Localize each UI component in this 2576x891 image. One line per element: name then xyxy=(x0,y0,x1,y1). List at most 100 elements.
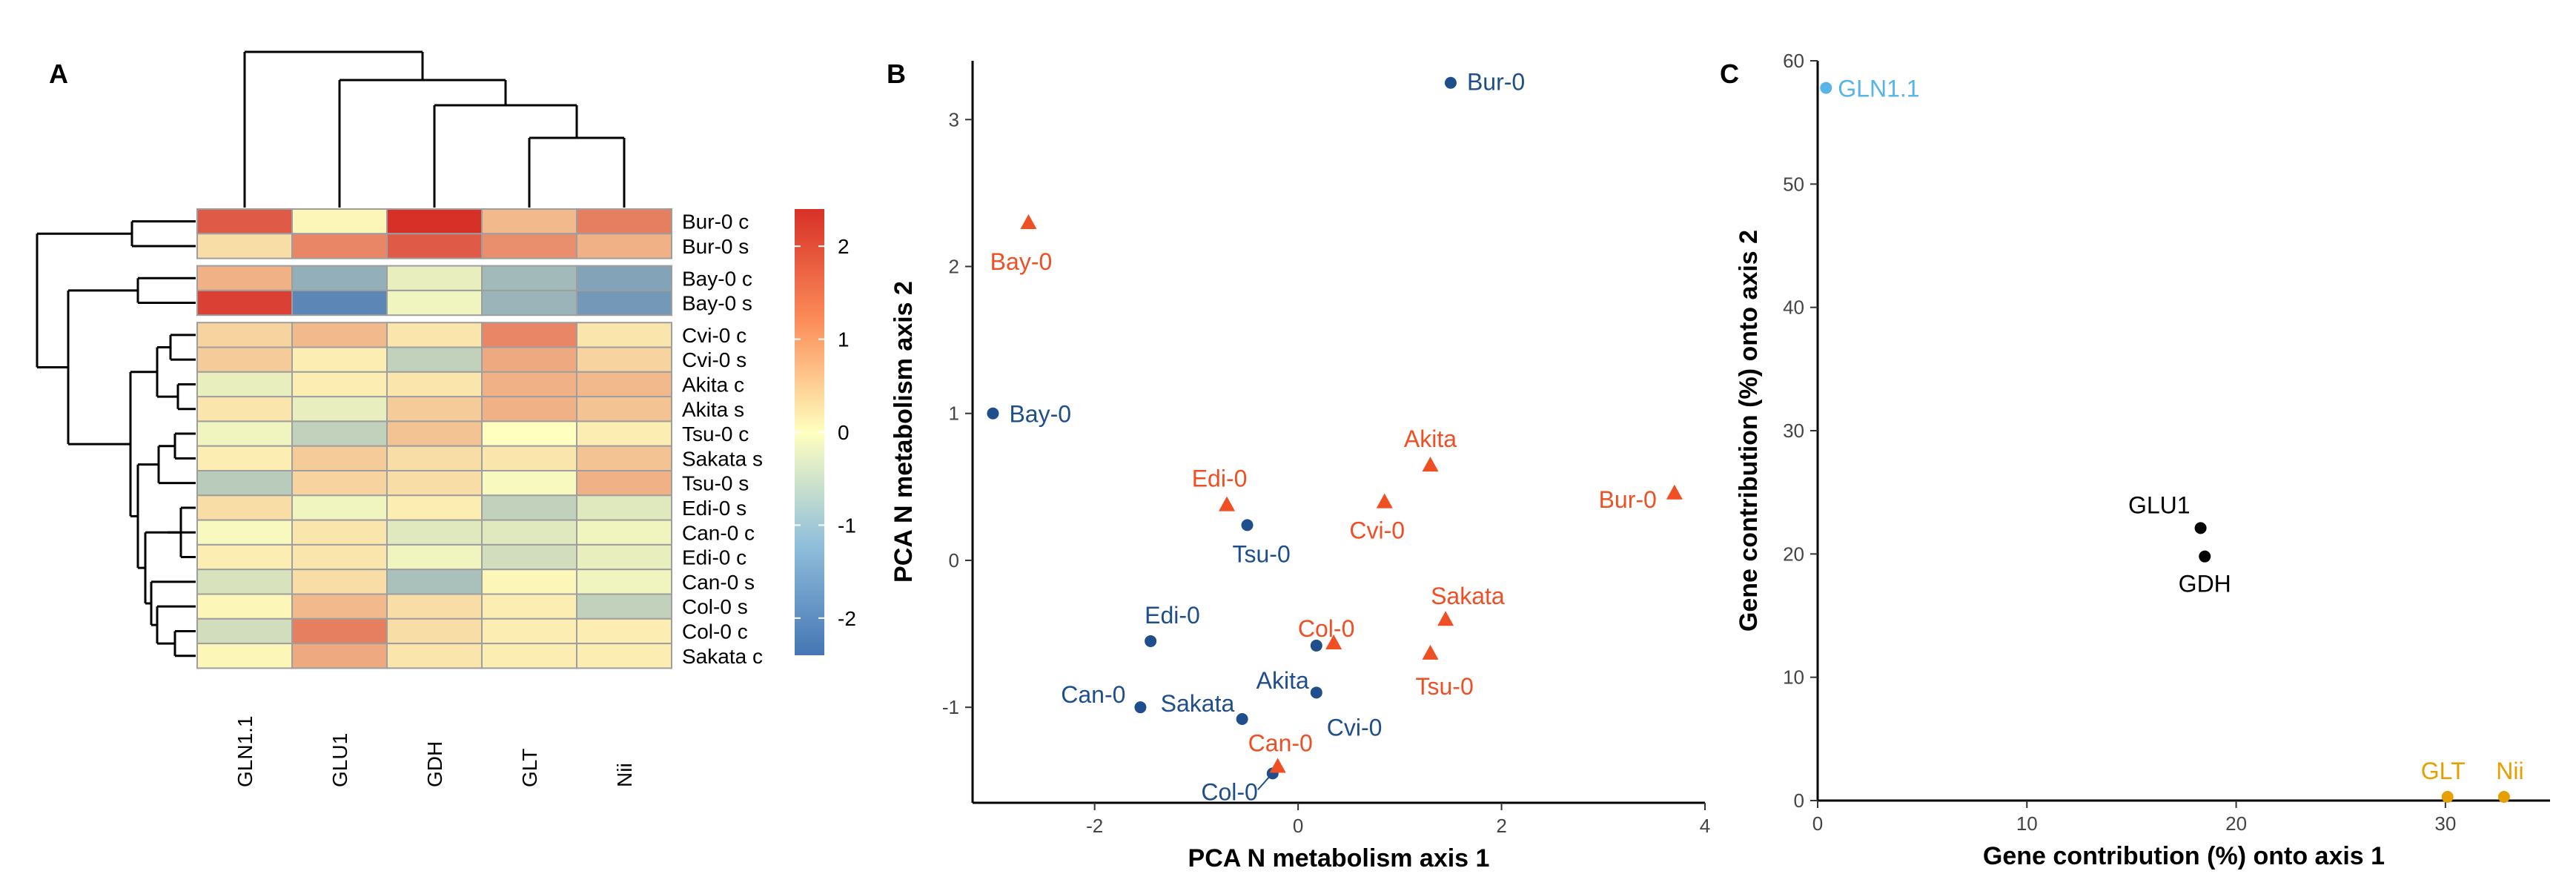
pca-point-circle xyxy=(1236,713,1248,726)
heatmap-cell xyxy=(196,569,293,595)
heatmap-cell xyxy=(576,643,672,669)
contribution-point xyxy=(2199,550,2211,563)
y-tick-label: -1 xyxy=(942,696,959,718)
heatmap-cell xyxy=(196,265,293,291)
gene-contribution-panel: C 0 10 20 30 0 10 20 30 40 50 60 Gene contribution … xyxy=(1720,50,2550,870)
y-tick-label: 30 xyxy=(1783,420,1804,442)
heatmap-cell xyxy=(196,322,293,348)
x-tick-label: 4 xyxy=(1700,815,1710,837)
pca-point-circle xyxy=(1145,635,1157,647)
heatmap-cell xyxy=(196,494,293,521)
heatmap-cell xyxy=(291,322,388,348)
heatmap-cell xyxy=(386,445,483,472)
heatmap-cell xyxy=(481,494,577,521)
heatmap-cell xyxy=(386,346,483,373)
heatmap-cell xyxy=(576,617,672,645)
y-tick-label: 20 xyxy=(1783,543,1804,565)
heatmap-row-label: Bur-0 c xyxy=(682,211,749,233)
heatmap-cell xyxy=(291,208,388,235)
heatmap-row-label: Can-0 s xyxy=(682,571,755,594)
heatmap-cell xyxy=(386,265,483,291)
contribution-point xyxy=(2441,791,2454,804)
heatmap-cell xyxy=(291,643,388,669)
x-tick-label: -2 xyxy=(1086,815,1103,837)
heatmap-cell xyxy=(576,445,672,472)
heatmap-cell xyxy=(196,289,293,317)
heatmap-row-label: Sakata c xyxy=(682,645,763,668)
heatmap-cell xyxy=(481,346,577,373)
pca-point-label: Bay-0 xyxy=(1009,401,1071,428)
heatmap-cell xyxy=(291,445,388,472)
heatmap-cells xyxy=(196,208,672,669)
heatmap-row-label: Edi-0 s xyxy=(682,497,746,520)
heatmap-cell xyxy=(196,233,293,259)
heatmap-cell xyxy=(291,494,388,521)
contribution-point-label: GLU1 xyxy=(2128,491,2191,518)
pca-point-label: Col-0 xyxy=(1298,615,1354,642)
column-dendrogram xyxy=(243,50,626,208)
heatmap-row-label: Cvi-0 s xyxy=(682,348,746,371)
pca-point-label: Bur-0 xyxy=(1599,486,1657,513)
heatmap-cell xyxy=(481,543,577,571)
heatmap-cell xyxy=(386,396,483,423)
heatmap-cell xyxy=(196,617,293,645)
y-axis-label: PCA N metabolism axis 2 xyxy=(890,281,918,583)
heatmap-cell xyxy=(576,371,672,398)
y-tick-label: 60 xyxy=(1783,50,1804,72)
heatmap-cell xyxy=(481,322,577,348)
heatmap-cell xyxy=(576,208,672,235)
pca-point-label: Bur-0 xyxy=(1467,69,1525,96)
heatmap-cell xyxy=(481,445,577,472)
label-leader-line xyxy=(1257,775,1271,791)
heatmap-cell xyxy=(386,543,483,571)
y-axis-label: Gene contribution (%) onto axis 2 xyxy=(1735,230,1763,632)
heatmap-cell xyxy=(386,494,483,521)
heatmap-cell xyxy=(291,265,388,291)
heatmap-cell xyxy=(196,346,293,373)
contribution-point xyxy=(1820,82,1832,94)
heatmap-cell xyxy=(386,470,483,497)
heatmap-cell xyxy=(576,289,672,317)
heatmap-cell xyxy=(576,396,672,423)
pca-point-triangle xyxy=(1325,634,1342,649)
heatmap-cell xyxy=(196,543,293,571)
pca-point-circle xyxy=(1241,519,1254,531)
heatmap-cell xyxy=(386,420,483,447)
x-tick-label: 0 xyxy=(1812,812,1823,835)
pca-point-circle xyxy=(1444,76,1457,89)
y-tick-label: 3 xyxy=(949,108,959,130)
heatmap-cell xyxy=(481,396,577,423)
pca-point-triangle xyxy=(1020,214,1037,230)
heatmap-cell xyxy=(291,371,388,398)
heatmap-cell xyxy=(576,322,672,348)
pca-point-label: Can-0 xyxy=(1061,681,1125,708)
pca-point-label: Col-0 xyxy=(1201,778,1257,805)
pca-point-label: Tsu-0 xyxy=(1416,673,1474,700)
row-dendrogram xyxy=(36,220,196,658)
heatmap-cell xyxy=(576,494,672,521)
heatmap-cell xyxy=(386,208,483,235)
heatmap-row-label: Col-0 s xyxy=(682,595,748,618)
heatmap-row-label: Akita c xyxy=(682,373,744,396)
legend-tick-label: -1 xyxy=(838,514,856,537)
x-tick-label: 20 xyxy=(2225,812,2247,835)
heatmap-cell xyxy=(386,643,483,669)
heatmap-cell xyxy=(291,569,388,595)
legend-tick-label: 2 xyxy=(838,235,850,258)
heatmap-cell xyxy=(386,569,483,595)
heatmap-row-label: Cvi-0 c xyxy=(682,324,746,347)
heatmap-row-label: Tsu-0 s xyxy=(682,472,749,495)
pca-point-circle xyxy=(1310,639,1322,652)
heatmap-cell xyxy=(386,371,483,398)
panel-label-a: A xyxy=(49,59,68,89)
pca-point-label: Can-0 xyxy=(1248,729,1313,756)
heatmap-cell xyxy=(196,371,293,398)
pca-scatter-plot: -2 0 2 4 -1 0 1 2 3 PCA N metabolism axis 1 PCA N … xyxy=(890,61,1710,872)
y-tick-label: 10 xyxy=(1783,666,1804,689)
pca-point-label: Edi-0 xyxy=(1145,602,1200,629)
heatmap-cell xyxy=(196,445,293,472)
heatmap-cell xyxy=(196,208,293,235)
heatmap-column-labels: GLN1.1 GLU1 GDH GLT Nii xyxy=(234,716,636,788)
